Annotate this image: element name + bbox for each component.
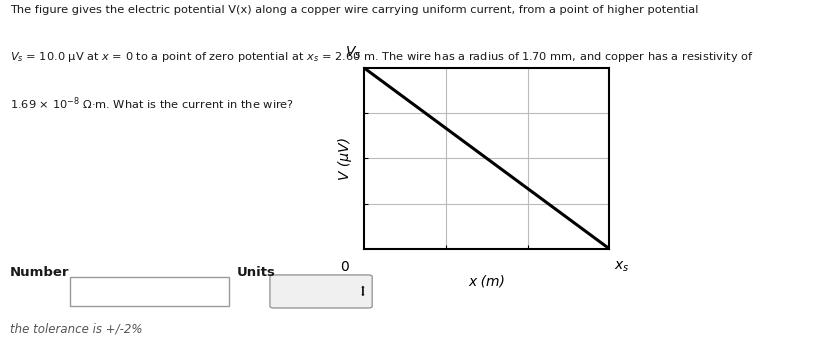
Text: $V_s$ = 10.0 μV at $x$ = 0 to a point of zero potential at $x_s$ = 2.60 m. The w: $V_s$ = 10.0 μV at $x$ = 0 to a point of… bbox=[10, 50, 753, 64]
Text: $x_s$: $x_s$ bbox=[614, 260, 629, 274]
Text: ⬆
⬇: ⬆ ⬇ bbox=[359, 286, 366, 296]
Text: Number: Number bbox=[10, 266, 70, 279]
Text: The figure gives the electric potential V(x) along a copper wire carrying unifor: The figure gives the electric potential … bbox=[10, 5, 699, 15]
Text: x (m): x (m) bbox=[468, 274, 506, 288]
Text: 0: 0 bbox=[340, 260, 348, 274]
Y-axis label: V (μV): V (μV) bbox=[338, 137, 353, 180]
Text: $V_s$: $V_s$ bbox=[345, 44, 362, 61]
Text: 1.69 × 10$^{-8}$ Ω·m. What is the current in the wire?: 1.69 × 10$^{-8}$ Ω·m. What is the curren… bbox=[10, 96, 294, 112]
Text: Units: Units bbox=[237, 266, 276, 279]
Text: the tolerance is +/-2%: the tolerance is +/-2% bbox=[10, 323, 142, 336]
